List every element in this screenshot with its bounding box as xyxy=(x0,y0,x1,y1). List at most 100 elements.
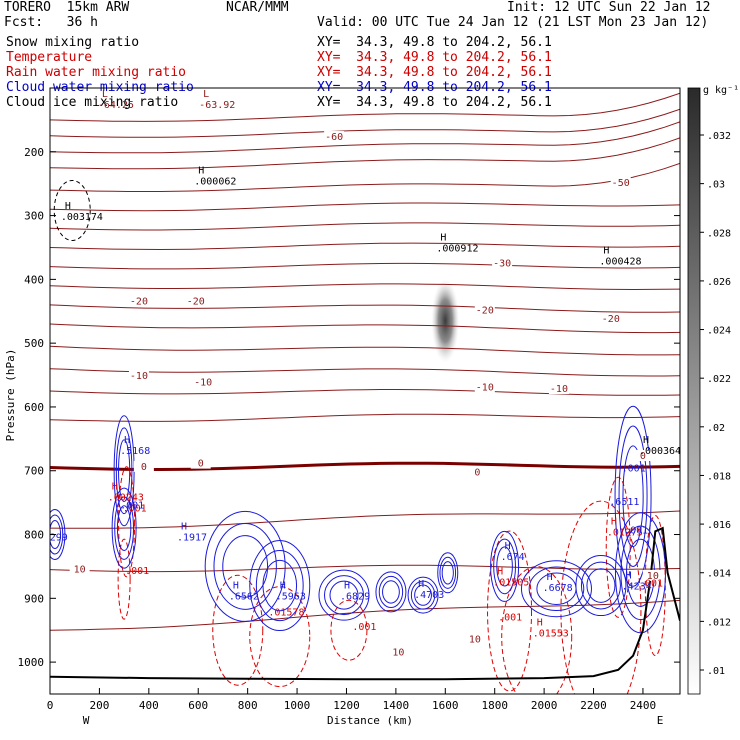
isotherm-label-bg xyxy=(467,466,488,478)
x-tick-label: 2400 xyxy=(630,699,657,712)
cloud-water-contour xyxy=(407,576,439,614)
isotherm-line xyxy=(50,368,680,377)
colorbar-tick-label: .02 xyxy=(707,423,725,434)
cloud-water-extremum-marker: H xyxy=(418,579,424,590)
y-tick-label: 400 xyxy=(24,273,44,286)
rain-extremum-value: .001 xyxy=(498,612,522,623)
isotherm-label: -10 xyxy=(550,384,568,395)
cloud-water-contour xyxy=(493,538,516,595)
isotherm-label: -10 xyxy=(476,383,494,394)
snow-extremum-value: .000912 xyxy=(436,244,478,255)
colorbar-tick-label: .016 xyxy=(707,520,731,531)
cloud-water-extremum-value: .1917 xyxy=(177,533,207,544)
cloud-water-contour xyxy=(249,540,311,632)
cloud-water-contour xyxy=(50,520,62,550)
rain-extremum-value: .01505 xyxy=(493,577,529,588)
isotherm-line xyxy=(50,121,680,154)
cloud-water-contour xyxy=(378,575,404,609)
isotherm-label-bg xyxy=(193,376,214,388)
isotherm-label-bg xyxy=(464,633,485,645)
cloud-water-contour xyxy=(520,560,592,618)
isotherm-line xyxy=(50,108,680,138)
valid-time: Valid: 00 UTC Tue 24 Jan 12 (21 LST Mon … xyxy=(317,15,709,30)
temperature-extremum-value: -63.92 xyxy=(199,100,235,111)
isotherm-label: -10 xyxy=(194,378,212,389)
cloud-water-contour xyxy=(575,555,627,617)
isotherm-label: 10 xyxy=(74,565,86,576)
cloud-water-contour xyxy=(410,580,436,610)
y-tick-label: 300 xyxy=(24,210,44,223)
isotherm-label-bg xyxy=(632,449,653,461)
cloud-water-contour xyxy=(580,561,621,610)
x-tick-label: 2200 xyxy=(580,699,607,712)
header: TORERO 15km ARW NCAR/MMM Init: 12 UTC Su… xyxy=(0,0,740,120)
isotherm-label: 0 xyxy=(198,459,204,470)
y-tick-label: 500 xyxy=(24,337,44,350)
x-tick-label: 1400 xyxy=(383,699,410,712)
rain-contour xyxy=(605,476,631,618)
isotherm-line xyxy=(50,262,680,270)
colorbar-tick-label: .018 xyxy=(707,471,731,482)
colorbar-tick-label: .01 xyxy=(707,666,725,677)
cloud-water-extremum-value: .6511 xyxy=(609,497,639,508)
x-tick-label: 400 xyxy=(139,699,159,712)
isotherm-label-bg xyxy=(133,460,154,472)
rain-extremum-marker: H xyxy=(537,617,543,628)
isotherm-label: -20 xyxy=(602,314,620,325)
isotherm-label-bg xyxy=(185,295,206,307)
cloud-water-contour xyxy=(441,561,454,585)
colorbar-tick-label: .026 xyxy=(707,277,731,288)
snow-extremum-marker: H xyxy=(65,201,71,212)
isotherm-line xyxy=(50,599,680,631)
cloud-water-extremum-value: .6562 xyxy=(229,591,259,602)
y-tick-label: 600 xyxy=(24,401,44,414)
model-title: TORERO 15km ARW xyxy=(4,0,130,15)
cloud-water-extremum-value: .6678 xyxy=(543,583,573,594)
y-tick-label: 1000 xyxy=(18,656,45,669)
x-tick-label: 200 xyxy=(89,699,109,712)
cloud-water-extremum-marker: H xyxy=(280,580,286,591)
cloud-water-extremum-marker: H xyxy=(344,580,350,591)
isotherm-line xyxy=(50,510,680,529)
cloud-water-contour xyxy=(382,580,400,604)
isotherm-label: 10 xyxy=(392,647,404,658)
cloud-water-extremum-value: .674 xyxy=(501,552,525,563)
isotherm-label: 0 xyxy=(141,462,147,473)
field-cloud-ice-name: Cloud ice mixing ratio xyxy=(6,95,179,110)
field-temperature-xy: XY= 34.3, 49.8 to 204.2, 56.1 xyxy=(317,50,552,65)
y-tick-label: 800 xyxy=(24,529,44,542)
colorbar-tick-label: .032 xyxy=(707,131,731,142)
rain-contour xyxy=(487,530,533,692)
snow-extremum-marker: H xyxy=(643,435,649,446)
cloud-water-contour xyxy=(50,509,66,561)
x-axis: 0 200 400 600 800 1000 1200 1400 1600 1800 2000 220… xyxy=(47,688,657,712)
cloud-water-contour xyxy=(255,549,304,622)
rain-extremum-value: .01553 xyxy=(533,628,569,639)
snow-extremum-marker: H xyxy=(440,233,446,244)
west-label: W xyxy=(83,714,90,727)
field-snow-name: Snow mixing ratio xyxy=(6,35,140,50)
rain-contour xyxy=(212,574,264,686)
cloud-water-contour xyxy=(437,552,459,594)
colorbar-ticks: .01 .012 .014 .016 .018 .02 .022 .024 .026 .028 .0… xyxy=(700,131,731,677)
cloud-water-extremum-value: .6829 xyxy=(340,591,370,602)
cloud-water-extremum-value: .001 xyxy=(120,501,144,512)
rain-extremum-marker: H xyxy=(497,566,503,577)
cloud-water-contour xyxy=(204,510,286,622)
snow-extremum-marker: H xyxy=(198,166,204,177)
isotherm-line xyxy=(50,162,680,192)
isotherm-label-bg xyxy=(474,381,495,393)
snow-extremum-value: .000428 xyxy=(599,256,641,267)
isotherm-label: -20 xyxy=(130,297,148,308)
isotherm-label-bg xyxy=(69,563,90,575)
isotherm-line xyxy=(50,283,680,291)
rain-extremum-value: .01578 xyxy=(268,607,304,618)
cloud-water-contour xyxy=(111,487,137,569)
x-tick-label: 2000 xyxy=(531,699,558,712)
rain-contour xyxy=(501,566,573,694)
colorbar-tick-label: .03 xyxy=(707,180,725,191)
cloud-water-extremum-value: .001 xyxy=(624,526,648,537)
snow-contours xyxy=(53,179,91,241)
isotherm-label-bg xyxy=(642,569,663,581)
plot-area xyxy=(50,92,680,694)
